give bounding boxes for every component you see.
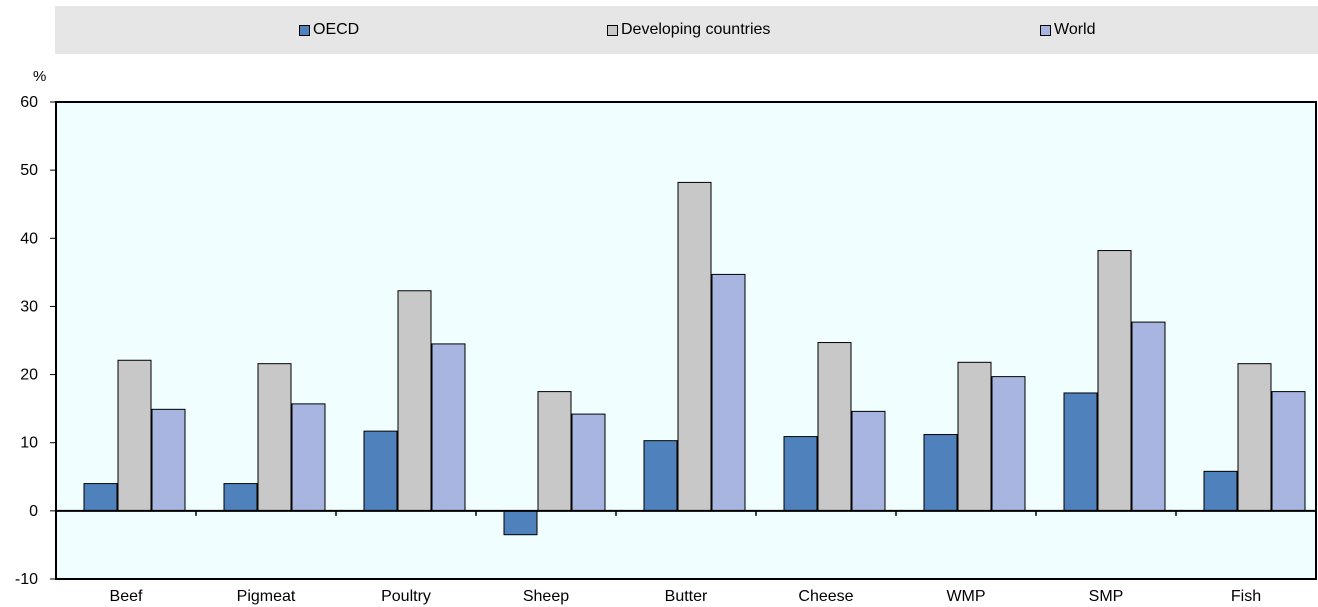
y-tick-label: 30: [20, 298, 38, 315]
bar-developing-countries-butter: [677, 181, 712, 512]
bar-developing-countries-pigmeat: [257, 363, 292, 512]
bar-world-fish: [1271, 391, 1306, 512]
bar-developing-countries-cheese: [817, 342, 852, 512]
bar-oecd-smp: [1063, 392, 1098, 512]
y-tick-label: 40: [20, 230, 38, 247]
bar-oecd-butter: [643, 440, 678, 512]
x-tick-label-wmp: WMP: [946, 588, 985, 605]
y-tick-label: -10: [15, 571, 38, 588]
plot-frame: [55, 101, 1317, 580]
y-tick-label: 60: [20, 94, 38, 111]
y-tick-label: 50: [20, 162, 38, 179]
legend: OECD Developing countries World: [55, 6, 1318, 54]
y-tick-label: 10: [20, 435, 38, 452]
legend-swatch-oecd: [299, 24, 310, 36]
bar-world-sheep: [571, 413, 606, 512]
y-tick-label: 0: [29, 503, 38, 520]
legend-item-oecd: OECD: [299, 6, 359, 54]
bar-world-butter: [711, 273, 746, 512]
bar-world-smp: [1131, 321, 1166, 512]
y-axis-unit-label: %: [33, 68, 47, 85]
legend-label-world: World: [1054, 21, 1096, 38]
legend-label-oecd: OECD: [313, 21, 360, 38]
bar-world-pigmeat: [291, 403, 326, 512]
x-tick-label-butter: Butter: [665, 588, 708, 605]
bar-developing-countries-sheep: [537, 391, 572, 512]
legend-item-world: World: [1040, 6, 1096, 54]
legend-swatch-developing: [607, 24, 618, 36]
bar-world-poultry: [431, 343, 466, 512]
bar-developing-countries-wmp: [957, 361, 992, 512]
bar-developing-countries-fish: [1237, 363, 1272, 512]
bar-oecd-wmp: [923, 434, 958, 512]
bar-oecd-fish: [1203, 470, 1238, 512]
x-tick-label-poultry: Poultry: [381, 588, 431, 605]
bar-developing-countries-smp: [1097, 250, 1132, 512]
legend-swatch-world: [1040, 24, 1051, 36]
bar-oecd-cheese: [783, 436, 818, 512]
bar-oecd-poultry: [363, 430, 398, 512]
x-tick-label-cheese: Cheese: [798, 588, 853, 605]
bar-developing-countries-poultry: [397, 290, 432, 512]
y-tick-label: 20: [20, 367, 38, 384]
x-tick-label-sheep: Sheep: [523, 588, 569, 605]
x-tick-label-fish: Fish: [1231, 588, 1261, 605]
bar-oecd-pigmeat: [223, 483, 258, 512]
bar-developing-countries-beef: [117, 359, 152, 512]
x-tick-label-beef: Beef: [110, 588, 143, 605]
bar-world-wmp: [991, 376, 1026, 512]
bar-oecd-sheep: [503, 510, 538, 536]
legend-label-developing: Developing countries: [621, 21, 771, 38]
legend-item-developing: Developing countries: [607, 6, 770, 54]
x-tick-label-pigmeat: Pigmeat: [237, 588, 296, 605]
bar-oecd-beef: [83, 483, 118, 512]
bar-world-cheese: [851, 410, 886, 512]
x-tick-label-smp: SMP: [1089, 588, 1124, 605]
bar-world-beef: [151, 408, 186, 512]
